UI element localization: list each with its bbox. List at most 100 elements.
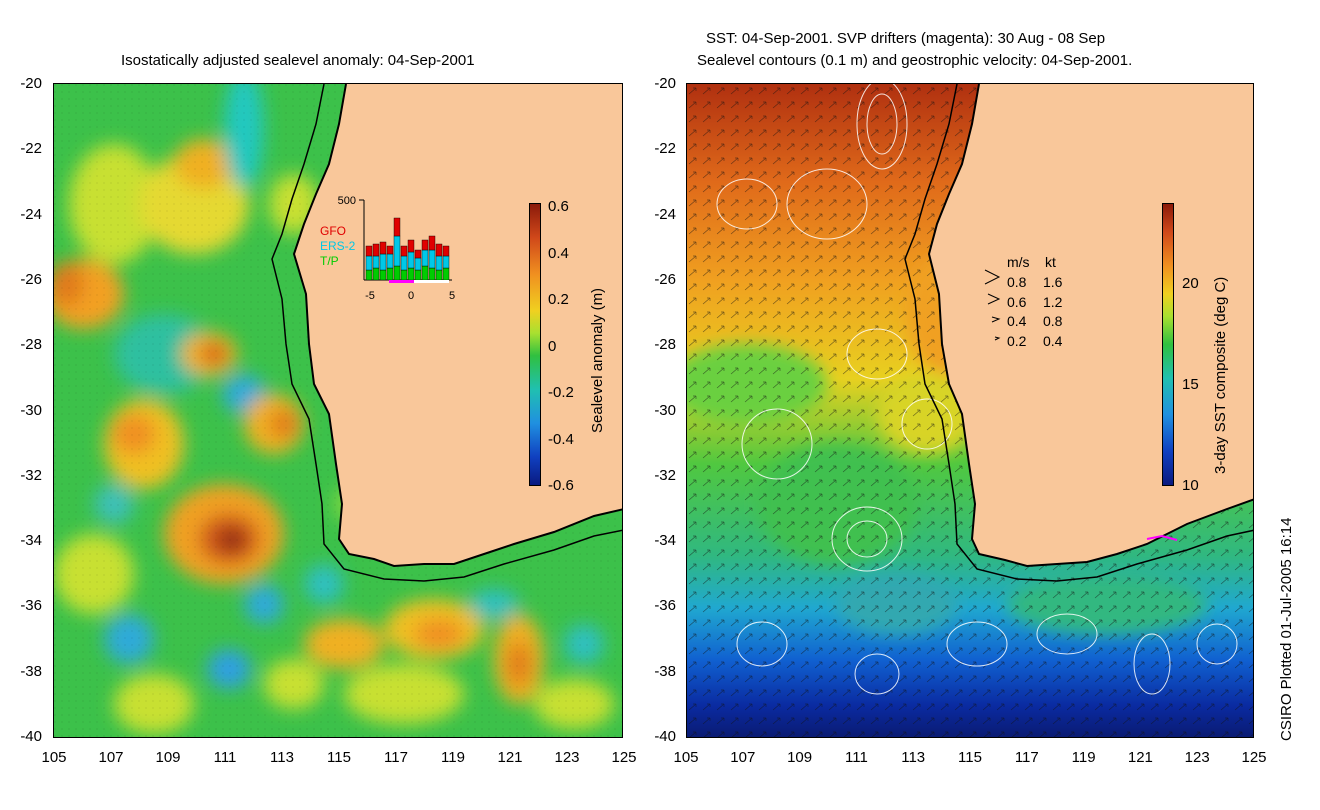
sst-colorbar-tick: 10	[1182, 477, 1199, 494]
inset-bar-segment	[407, 267, 415, 281]
velocity-legend-ms: 0.2	[1007, 333, 1027, 350]
right-x-tick: 113	[901, 749, 926, 766]
inset-bar-segment	[414, 249, 422, 259]
velocity-legend-header-kt: kt	[1045, 254, 1056, 270]
left-y-tick: -34	[20, 532, 42, 550]
legend-ers2: ERS-2	[320, 239, 356, 253]
inset-bar-segment	[442, 267, 450, 281]
right-x-tick: 111	[844, 749, 868, 766]
sealevel-anomaly-map: 500 -5 0 5 GFO ERS-2 T/P	[53, 83, 623, 738]
right-y-tick: -32	[654, 466, 676, 484]
right-x-tick: 119	[1071, 749, 1096, 766]
sealevel-colorbar-label: Sealevel anomaly (m)	[589, 287, 606, 433]
right-y-tick: -38	[654, 662, 676, 680]
sealevel-colorbar-tick: 0.4	[548, 244, 569, 262]
sealevel-colorbar	[529, 203, 541, 486]
inset-bar-segment	[428, 267, 436, 281]
right-x-tick: 125	[1241, 749, 1267, 766]
legend-gfo: GFO	[320, 224, 346, 238]
velocity-legend-kt: 1.2	[1043, 293, 1063, 310]
left-x-tick: 111	[213, 749, 237, 766]
inset-xtick: 0	[408, 290, 414, 302]
inset-bar-segment	[379, 241, 387, 255]
inset-bar-segment	[400, 245, 408, 257]
inset-bar-segment	[421, 249, 429, 267]
velocity-legend-arrows	[984, 269, 1001, 341]
inset-bar-segment	[400, 269, 408, 281]
velocity-legend-kt: 1.6	[1043, 274, 1063, 290]
inset-bar-segment	[435, 269, 443, 281]
right-x-tick: 117	[1014, 749, 1039, 766]
velocity-legend-kt: 0.8	[1043, 313, 1063, 330]
inset-bar-segment	[428, 235, 436, 251]
inset-bar-segment	[372, 243, 380, 257]
sst-colorbar	[1162, 203, 1174, 486]
right-y-tick: -40	[654, 728, 676, 745]
left-x-tick: 125	[611, 749, 637, 766]
sealevel-colorbar-tick: -0.6	[548, 477, 574, 494]
velocity-legend-ms: 0.6	[1007, 293, 1027, 310]
inset-bar-segment	[365, 255, 373, 271]
satellite-inset-chart: 500 -5 0 5 GFO ERS-2 T/P	[320, 195, 455, 302]
inset-bar-segment	[407, 251, 415, 269]
legend-tp: T/P	[320, 254, 339, 268]
right-x-tick: 115	[958, 749, 982, 766]
inset-bar-segment	[365, 245, 373, 257]
right-y-tick: -34	[654, 532, 676, 550]
left-y-tick: -30	[20, 401, 42, 419]
right-x-tick: 107	[730, 749, 756, 766]
inset-bar-segment	[379, 253, 387, 271]
sealevel-anomaly-field: 500 -5 0 5 GFO ERS-2 T/P	[54, 84, 622, 737]
right-y-tick: -30	[654, 401, 676, 419]
left-y-tick: -24	[20, 205, 42, 223]
inset-xtick: -5	[365, 290, 375, 302]
sst-colorbar-tick: 20	[1182, 274, 1199, 292]
inset-ymax-label: 500	[338, 195, 356, 207]
left-y-tick: -40	[20, 728, 42, 745]
left-y-tick: -22	[20, 140, 42, 158]
velocity-legend-kt: 0.4	[1043, 333, 1063, 350]
sealevel-colorbar-tick: -0.4	[548, 430, 574, 448]
left-y-tick: -32	[20, 466, 42, 484]
inset-bar-segment	[386, 245, 394, 255]
inset-bar-segment	[435, 243, 443, 257]
inset-bar-segment	[386, 267, 394, 281]
inset-bar-segment	[393, 235, 401, 267]
inset-bar-segment	[379, 269, 387, 281]
inset-bar-segment	[428, 249, 436, 269]
sst-colorbar-label: 3-day SST composite (deg C)	[1212, 276, 1229, 474]
velocity-legend-ms: 0.4	[1007, 313, 1027, 330]
inset-bar-segment	[421, 239, 429, 251]
left-x-tick: 117	[384, 749, 408, 766]
sealevel-contours	[716, 84, 1238, 695]
inset-bar-segment	[421, 265, 429, 281]
inset-bar-segment	[393, 265, 401, 281]
sst-colorbar-tick: 15	[1182, 375, 1199, 393]
left-y-tick: -36	[20, 597, 42, 615]
velocity-legend-header-ms: m/s	[1007, 254, 1030, 270]
right-x-tick: 109	[787, 749, 813, 766]
left-y-tick: -20	[20, 75, 42, 92]
right-map-title-line1: SST: 04-Sep-2001. SVP drifters (magenta)…	[706, 30, 1106, 47]
sealevel-colorbar-tick: 0.6	[548, 198, 569, 215]
left-x-tick: 115	[327, 749, 351, 766]
right-y-tick: -24	[654, 205, 676, 223]
inset-bar-segment	[386, 253, 394, 269]
inset-xtick: 5	[449, 290, 455, 302]
left-x-tick: 113	[270, 749, 294, 766]
inset-bar-segment	[372, 267, 380, 281]
inset-bar-segment	[442, 255, 450, 269]
inset-bar-segment	[393, 217, 401, 237]
right-y-tick: -28	[654, 336, 676, 354]
right-y-tick: -36	[654, 597, 676, 615]
australia-landmass	[929, 84, 1253, 566]
inset-bar-segment	[435, 255, 443, 271]
inset-bar-segment	[442, 245, 450, 257]
right-map-title-line2: Sealevel contours (0.1 m) and geostrophi…	[697, 52, 1133, 69]
left-y-tick: -38	[20, 662, 42, 680]
right-y-tick: -26	[654, 270, 676, 288]
right-x-tick: 105	[673, 749, 699, 766]
credit-text: CSIRO Plotted 01-Jul-2005 16:14	[1278, 517, 1295, 741]
left-x-tick: 121	[497, 749, 523, 766]
left-y-tick: -28	[20, 336, 42, 354]
